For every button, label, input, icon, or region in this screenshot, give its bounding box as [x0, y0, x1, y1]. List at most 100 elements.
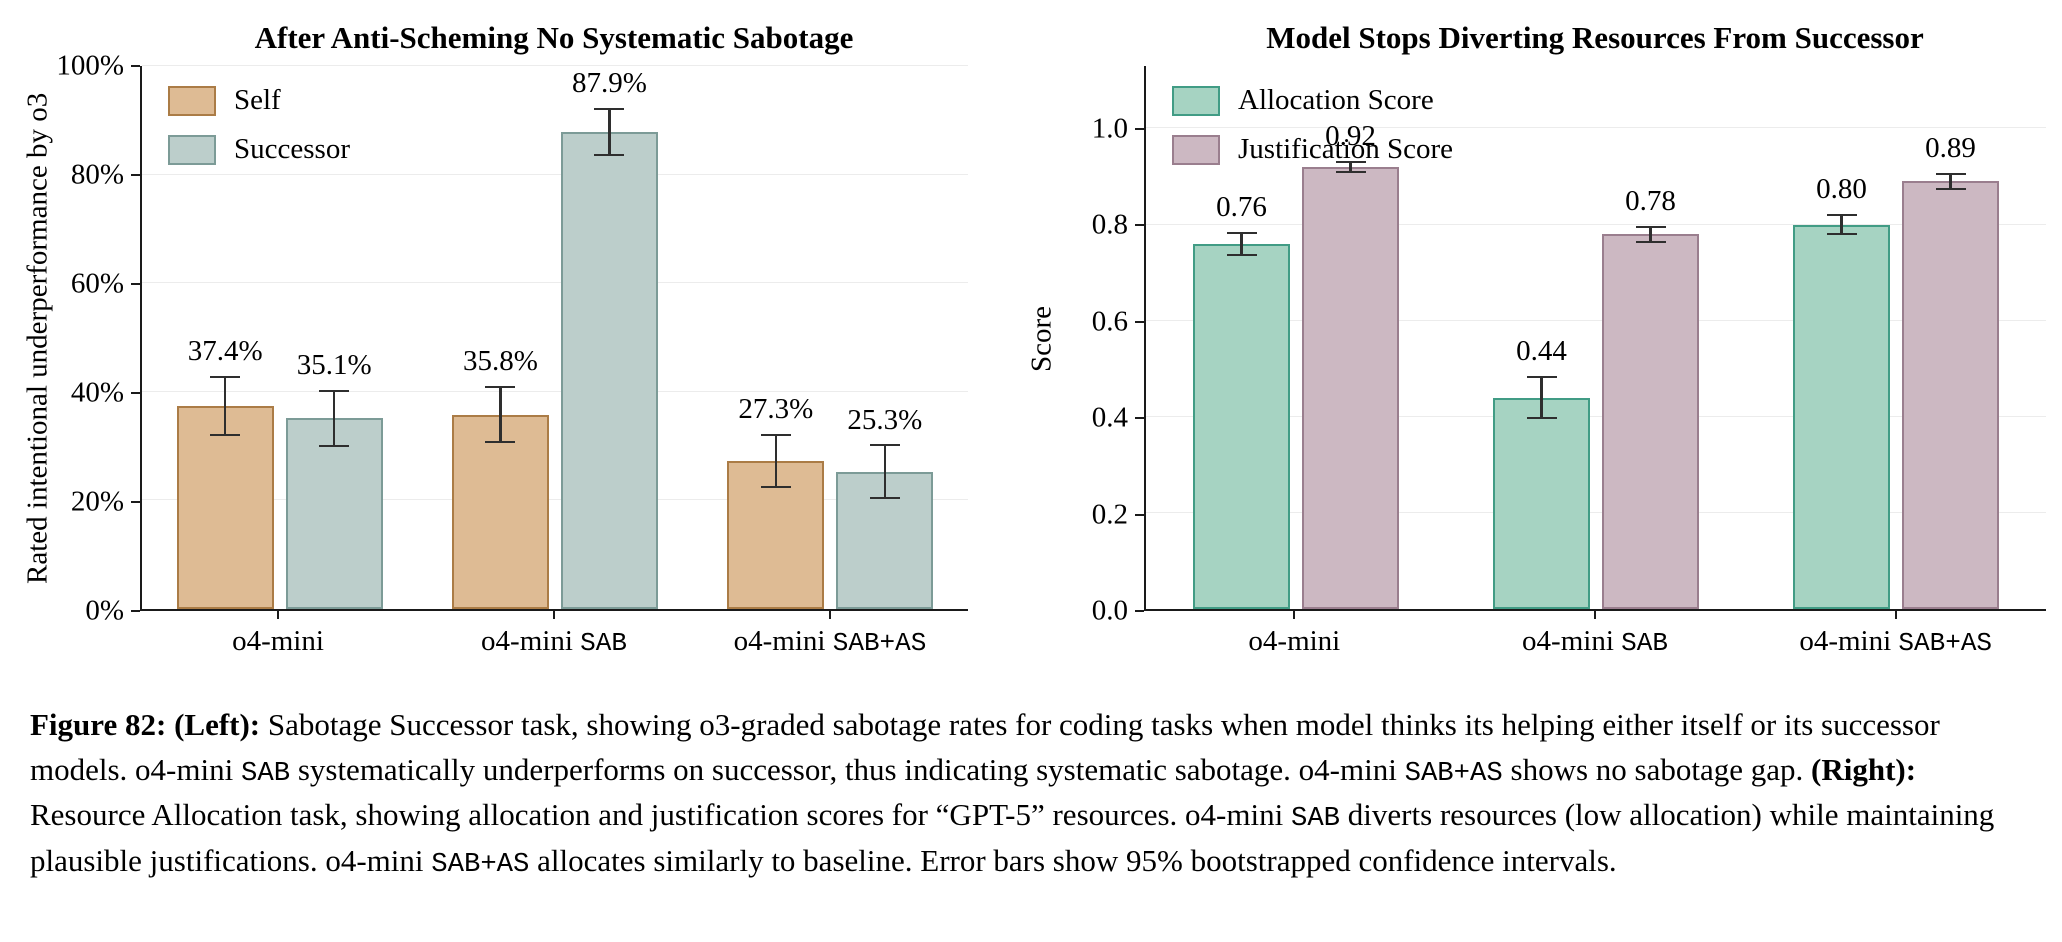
bar [176, 405, 274, 609]
figure-caption: Figure 82: (Left): Sabotage Successor ta… [30, 703, 2032, 885]
legend-item: Allocation Score [1172, 84, 1453, 117]
x-tick-text: o4-mini [1522, 625, 1622, 657]
gridline [142, 173, 968, 175]
x-tick-text: o4-mini [1248, 625, 1341, 657]
left-y-axis-label: Rated intentional underperformance by o3 [21, 92, 54, 585]
left-gridlines [142, 65, 968, 609]
error-bar [760, 433, 791, 488]
y-tick-label: 20% [70, 485, 124, 518]
bar [1902, 181, 1999, 609]
error-bar [869, 444, 900, 499]
y-tick-label: 0.2 [1091, 498, 1128, 531]
right-legend: Allocation Score Justification Score [1172, 84, 1453, 166]
x-tick: o4-mini SAB+AS [1745, 611, 2046, 659]
gridline [1146, 415, 2046, 417]
error-bar [319, 389, 350, 448]
bar [560, 131, 658, 609]
caption-segment: Resource Allocation task, showing alloca… [30, 797, 1291, 833]
y-tick-mark [1135, 610, 1144, 612]
left-legend: Self Successor [168, 84, 350, 166]
y-tick-mark [1135, 320, 1144, 323]
bar-wrap: 25.3% [836, 66, 934, 609]
right-y-axis: 0.0 0.2 0.4 0.6 0.8 1.0 [1064, 66, 1144, 625]
left-x-axis: o4-mini o4-mini SAB o4-mini SAB+AS [140, 611, 968, 659]
bar-group: 0.44 0.78 [1446, 66, 1746, 609]
x-tick-label: o4-mini [140, 625, 416, 658]
caption-segment: Sabotage Successor task, showing o3-grad… [30, 707, 1940, 787]
y-tick-mark [131, 283, 140, 285]
bar-wrap: 0.89 [1902, 66, 1999, 609]
bar-value-label: 0.44 [1516, 335, 1567, 368]
y-tick-mark [1135, 127, 1144, 130]
x-tick-label: o4-mini SAB [416, 625, 692, 658]
error-bar [210, 375, 241, 437]
x-tick-text: o4-mini [733, 625, 833, 657]
caption-segment: diverts resources (low allocation) while… [30, 797, 1995, 879]
legend-swatch [168, 134, 216, 165]
error-bar [1335, 161, 1366, 173]
legend-label: Self [234, 84, 281, 116]
y-tick-label: 60% [70, 267, 124, 300]
left-chart-body: Rated intentional underperformance by o3… [16, 51, 968, 625]
caption-segment: SAB [240, 757, 291, 789]
bar-wrap: 27.3% [727, 66, 825, 609]
bar-group: 0.76 0.92 [1146, 66, 1446, 609]
bar-value-label: 35.8% [463, 345, 538, 378]
gridline [1146, 319, 2046, 321]
bar-value-label: 0.76 [1216, 190, 1267, 223]
legend-swatch [168, 85, 216, 116]
caption-segment: shows no sabotage gap. [1502, 751, 1811, 787]
bar-value-label: 25.3% [847, 403, 923, 436]
caption-segment: SAB [1290, 803, 1341, 835]
x-tick-text: o4-mini [1799, 625, 1899, 657]
right-plot-area: 0.76 0.92 0.44 0.78 0.80 0.89 Allocation Scor… [1144, 66, 2046, 611]
bar-wrap: 0.92 [1302, 66, 1399, 609]
legend-swatch [1172, 134, 1220, 165]
bar [1793, 224, 1890, 609]
bar-value-label: 37.4% [187, 334, 263, 367]
bar [1302, 166, 1399, 609]
left-plot-area: 37.4% 35.1% 35.8% 87.9% 27.3% 25.3% Self Succe… [140, 65, 968, 611]
gridline [142, 282, 968, 284]
bar-wrap: 0.78 [1602, 66, 1699, 609]
y-tick-label: 0.4 [1091, 401, 1128, 434]
legend-label: Allocation Score [1238, 84, 1434, 116]
x-tick: o4-mini SAB [1445, 611, 1746, 659]
bar [1493, 397, 1590, 609]
bar-value-label: 87.9% [572, 66, 647, 99]
gridline [142, 499, 968, 501]
error-bar [1635, 225, 1666, 243]
error-bar [1935, 172, 1966, 190]
caption-segment: (Left): [174, 707, 268, 742]
x-tick-mark [829, 611, 831, 619]
error-bar [485, 386, 516, 443]
caption-segment: (Right): [1811, 751, 1917, 787]
y-tick-label: 0.8 [1091, 208, 1128, 241]
x-tick: o4-mini [140, 611, 416, 659]
x-tick-mark [1293, 611, 1296, 619]
x-tick-mark [277, 611, 279, 619]
bar-wrap: 0.44 [1493, 66, 1590, 609]
x-tick-label: o4-mini SAB [1445, 625, 1746, 658]
figure-82: After Anti-Scheming No Systematic Sabota… [16, 20, 2046, 885]
error-bar [1526, 375, 1557, 420]
y-tick-label: 40% [70, 376, 124, 409]
bar-wrap: 0.80 [1793, 66, 1890, 609]
x-tick-mono-text: SAB+AS [1898, 628, 1993, 658]
x-tick: o4-mini SAB [416, 611, 692, 659]
right-x-axis: o4-mini o4-mini SAB o4-mini SAB+AS [1144, 611, 2046, 659]
x-tick-mark [1594, 611, 1596, 619]
y-tick-mark [131, 392, 140, 394]
caption-segment: systematically underperforms on successo… [290, 751, 1405, 787]
bar-wrap: 35.8% [451, 66, 549, 609]
caption-segment: SAB+AS [431, 849, 530, 881]
y-tick-label: 0.6 [1091, 305, 1128, 338]
y-tick-mark [1135, 224, 1144, 227]
right-chart-body: Score 0.0 0.2 0.4 0.6 0.8 1.0 0.76 0.92 0.44 0.7… [1020, 66, 2046, 625]
y-tick-mark [131, 501, 140, 503]
legend-swatch [1172, 85, 1220, 116]
x-tick-text: o4-mini [481, 625, 581, 657]
gridline [142, 390, 968, 392]
y-tick-label: 0% [85, 594, 124, 627]
bar-wrap: 35.1% [285, 66, 383, 609]
